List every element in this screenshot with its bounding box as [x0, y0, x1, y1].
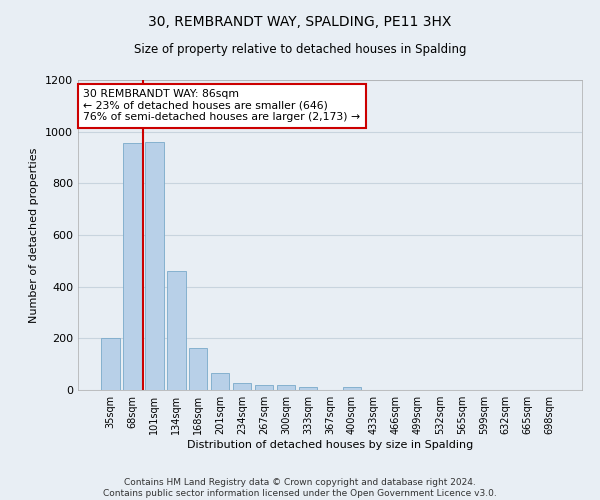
Bar — [145, 142, 164, 390]
Bar — [167, 270, 185, 390]
Bar — [277, 386, 295, 390]
Bar — [233, 383, 251, 390]
Y-axis label: Number of detached properties: Number of detached properties — [29, 148, 40, 322]
Bar — [211, 372, 229, 390]
Text: Size of property relative to detached houses in Spalding: Size of property relative to detached ho… — [134, 42, 466, 56]
Bar — [299, 387, 317, 390]
Text: 30, REMBRANDT WAY, SPALDING, PE11 3HX: 30, REMBRANDT WAY, SPALDING, PE11 3HX — [148, 15, 452, 29]
Bar — [101, 338, 119, 390]
Text: 30 REMBRANDT WAY: 86sqm
← 23% of detached houses are smaller (646)
76% of semi-d: 30 REMBRANDT WAY: 86sqm ← 23% of detache… — [83, 90, 360, 122]
Bar — [255, 385, 274, 390]
Bar — [343, 388, 361, 390]
Bar — [123, 144, 142, 390]
Text: Contains HM Land Registry data © Crown copyright and database right 2024.
Contai: Contains HM Land Registry data © Crown c… — [103, 478, 497, 498]
Bar — [189, 348, 208, 390]
X-axis label: Distribution of detached houses by size in Spalding: Distribution of detached houses by size … — [187, 440, 473, 450]
